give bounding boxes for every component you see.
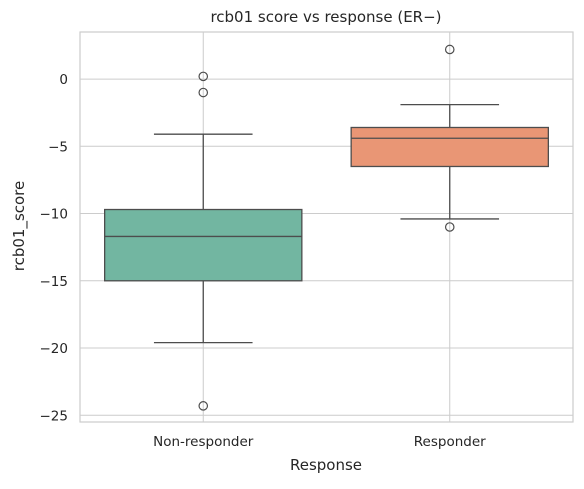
x-axis-label: Response xyxy=(290,456,362,474)
chart-title: rcb01 score vs response (ER−) xyxy=(210,8,441,26)
x-tick-label: Responder xyxy=(414,434,486,450)
outlier-point xyxy=(198,401,209,411)
outlier-point xyxy=(198,71,209,82)
x-tick-label: Non-responder xyxy=(153,434,254,450)
outlier-point xyxy=(198,87,209,98)
y-tick-label: −25 xyxy=(40,408,69,424)
box-iqr xyxy=(350,126,549,168)
plot-frame xyxy=(79,31,574,423)
box-iqr xyxy=(104,208,303,282)
box-group-responder xyxy=(350,44,549,232)
box-series xyxy=(104,44,549,411)
y-tick-label: −10 xyxy=(40,207,69,223)
y-tick-label: −15 xyxy=(40,274,69,290)
outlier-point xyxy=(444,222,455,232)
outlier-point xyxy=(444,44,455,55)
y-tick-label: −20 xyxy=(40,341,69,357)
y-axis-label: rcb01_score xyxy=(10,181,29,272)
y-tick-label: −5 xyxy=(48,139,68,155)
box-group-non-responder xyxy=(104,71,303,411)
y-tick-label: 0 xyxy=(59,72,68,88)
